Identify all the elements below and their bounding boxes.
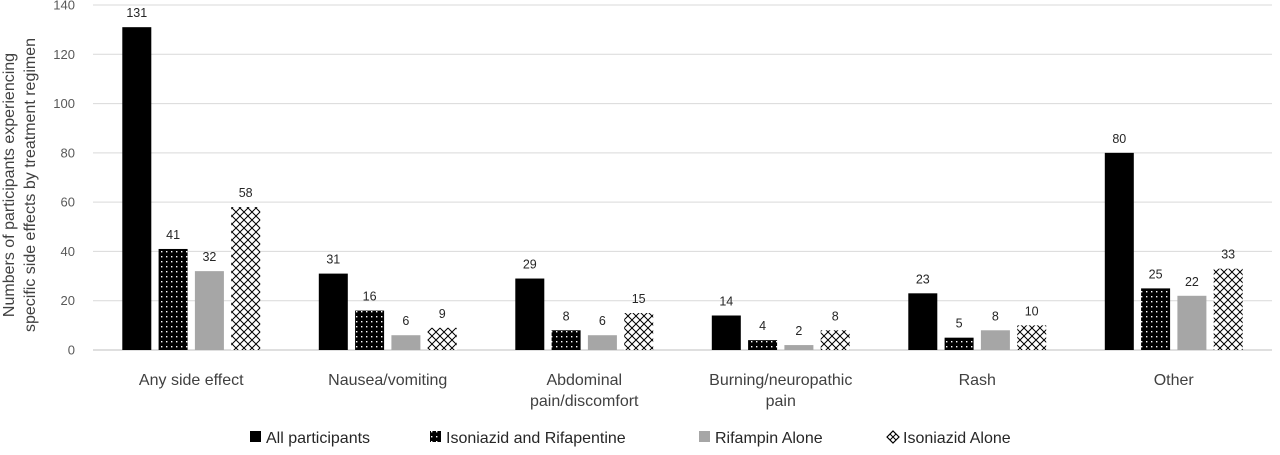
- y-axis-label: Numbers of participants experiencing spec…: [1, 38, 39, 332]
- bar: [1104, 152, 1134, 350]
- bar: [122, 27, 152, 351]
- legend-swatch: [430, 431, 441, 442]
- bar: [748, 340, 778, 350]
- bar: [908, 293, 938, 350]
- x-category-label: Any side effect: [139, 372, 244, 389]
- y-axis-ticks: 0 20 40 60 80 100 120 140: [53, 0, 75, 358]
- bar: [944, 337, 974, 350]
- bars: [122, 27, 1243, 351]
- data-label: 58: [239, 186, 253, 200]
- bar: [158, 248, 188, 350]
- data-label: 8: [563, 309, 570, 323]
- data-label: 15: [632, 292, 646, 306]
- legend-label: Rifampin Alone: [715, 430, 823, 447]
- data-label: 5: [956, 317, 963, 331]
- bar: [1017, 325, 1047, 350]
- gridlines: [93, 4, 1272, 351]
- bar: [711, 315, 741, 350]
- x-category-label: Other: [1154, 372, 1195, 389]
- data-label: 29: [523, 258, 537, 272]
- bar: [980, 330, 1010, 350]
- data-label: 9: [439, 307, 446, 321]
- y-tick-label: 100: [53, 96, 75, 111]
- bar: [1213, 268, 1243, 350]
- bar: [355, 310, 385, 350]
- data-label: 33: [1221, 248, 1235, 262]
- bar: [231, 207, 261, 350]
- data-label: 23: [916, 272, 930, 286]
- x-category-label: Nausea/vomiting: [328, 372, 447, 389]
- legend-label: Isoniazid and Rifapentine: [446, 430, 626, 447]
- bar: [1177, 295, 1207, 350]
- data-label: 8: [992, 309, 999, 323]
- y-axis-label-line: specific side effects by treatment regim…: [22, 38, 39, 332]
- data-label: 32: [202, 250, 216, 264]
- legend-swatch: [699, 431, 710, 442]
- y-tick-label: 120: [53, 47, 75, 62]
- bar: [427, 327, 457, 350]
- data-label: 31: [326, 253, 340, 267]
- data-label: 4: [759, 319, 766, 333]
- y-axis-label-line: Numbers of participants experiencing: [1, 53, 18, 317]
- data-label: 14: [719, 295, 733, 309]
- data-label: 131: [126, 6, 147, 20]
- bar: [1141, 288, 1171, 350]
- bar: [784, 345, 814, 350]
- legend: All participants Isoniazid and Rifapentin…: [250, 430, 1011, 447]
- x-category-label: pain: [766, 393, 796, 410]
- legend-swatch: [250, 431, 261, 442]
- data-label: 6: [402, 314, 409, 328]
- legend-label: Isoniazid Alone: [903, 430, 1011, 447]
- bar: [194, 271, 224, 350]
- x-category-label: Abdominal: [546, 372, 622, 389]
- x-category-label: Burning/neuropathic: [709, 372, 852, 389]
- data-label: 6: [599, 314, 606, 328]
- y-tick-label: 0: [68, 343, 75, 358]
- legend-swatch-hatch: [889, 433, 897, 441]
- x-category-label: Rash: [959, 372, 996, 389]
- bar: [318, 273, 348, 350]
- bar: [551, 330, 581, 350]
- data-label: 25: [1149, 267, 1163, 281]
- legend-label: All participants: [266, 430, 370, 447]
- x-category-label: pain/discomfort: [530, 393, 639, 410]
- data-label: 8: [832, 309, 839, 323]
- x-axis-categories: Any side effect Nausea/vomiting Abdominal p…: [139, 372, 1195, 410]
- bar: [587, 335, 617, 350]
- y-tick-label: 40: [61, 244, 75, 259]
- data-label: 10: [1025, 304, 1039, 318]
- data-label: 80: [1112, 132, 1126, 146]
- data-label: 2: [795, 324, 802, 338]
- data-label: 22: [1185, 275, 1199, 289]
- bar: [391, 335, 421, 350]
- bar: [624, 313, 654, 350]
- data-label: 41: [166, 228, 180, 242]
- data-label: 16: [363, 290, 377, 304]
- y-tick-label: 20: [61, 293, 75, 308]
- bar: [820, 330, 850, 350]
- y-tick-label: 80: [61, 145, 75, 160]
- bar: [515, 278, 545, 350]
- y-tick-label: 60: [61, 195, 75, 210]
- y-tick-label: 140: [53, 0, 75, 13]
